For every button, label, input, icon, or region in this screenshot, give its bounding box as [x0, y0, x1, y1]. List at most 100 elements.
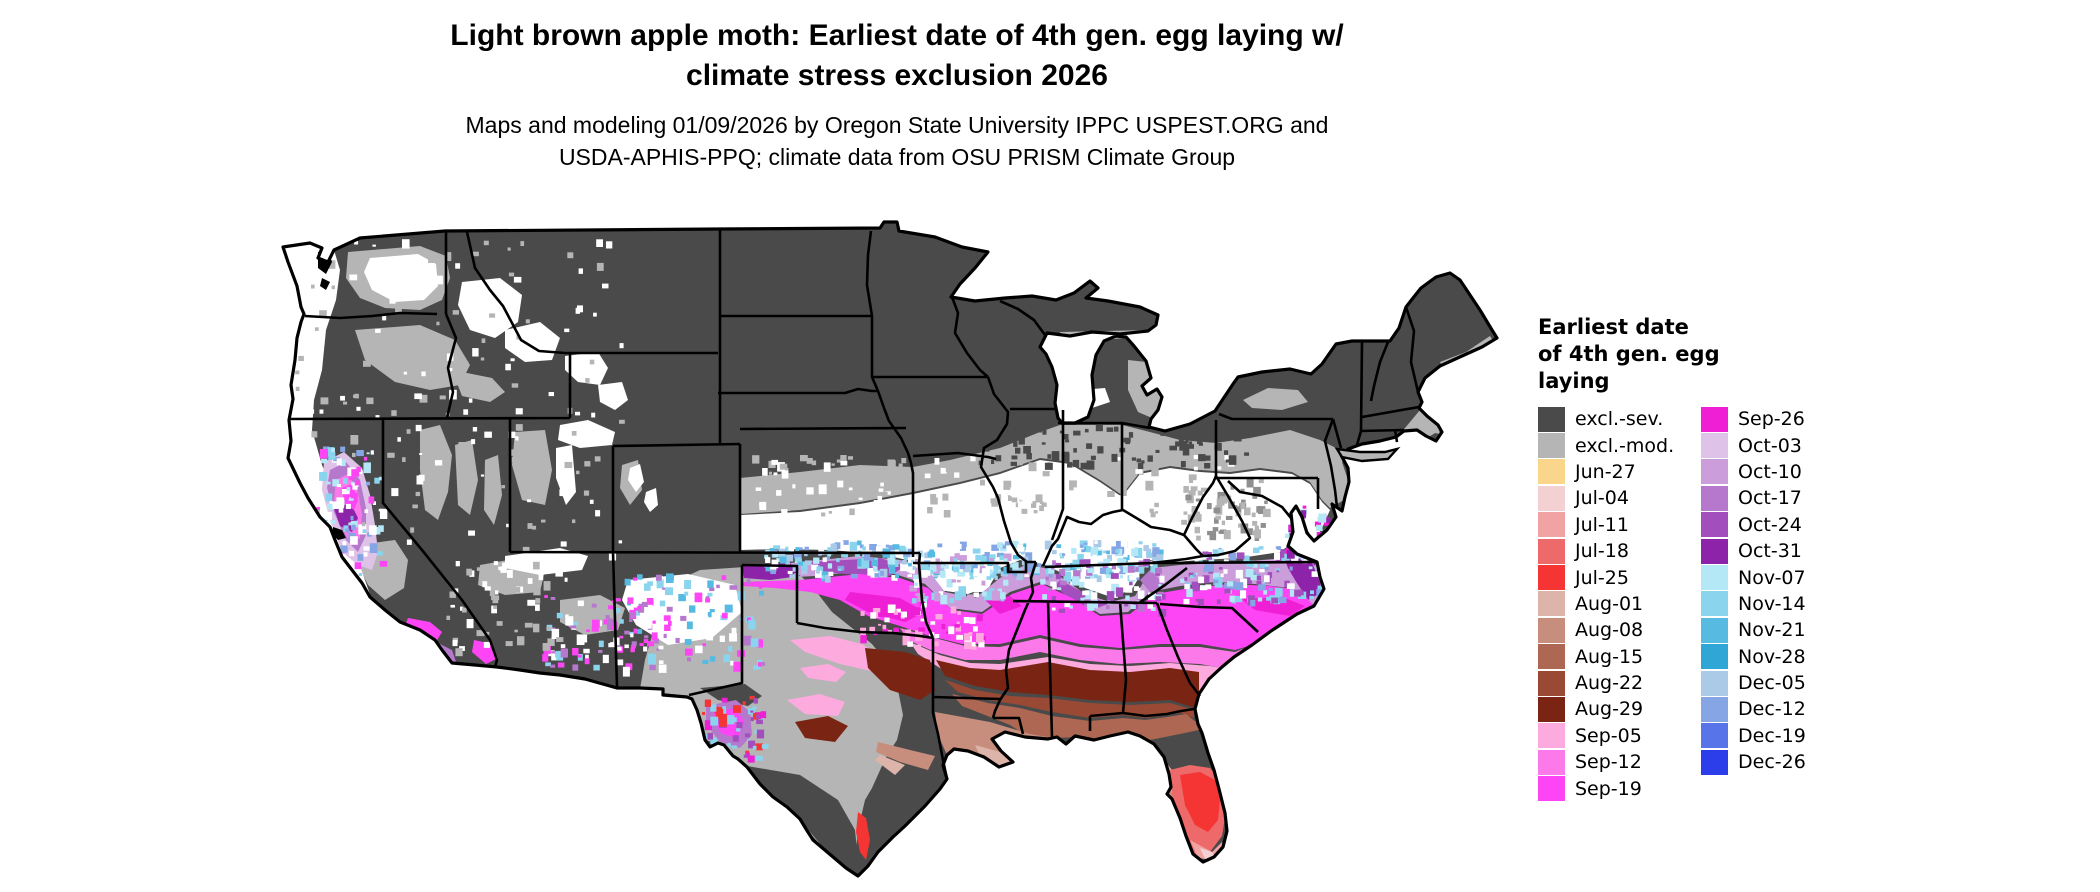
legend-swatch-nov14 — [1701, 591, 1728, 617]
legend-row-aug22: Aug-22 — [1538, 670, 1674, 696]
legend-row-aug15: Aug-15 — [1538, 644, 1674, 670]
legend-title-line3: laying — [1538, 369, 1610, 393]
legend-label-aug08: Aug-08 — [1575, 619, 1644, 642]
legend-row-nov21: Nov-21 — [1701, 617, 1806, 643]
legend-label-sep05: Sep-05 — [1575, 724, 1642, 747]
legend-column-2: Sep-26 Oct-03 Oct-10 Oct-17 Oct-24 Oct-31 Nov-… — [1701, 406, 1806, 775]
legend-swatch-aug22 — [1538, 670, 1565, 696]
map-subtitle: Maps and modeling 01/09/2026 by Oregon S… — [0, 109, 1794, 173]
legend-label-exclMod: excl.-mod. — [1575, 434, 1675, 457]
legend-swatch-oct10 — [1701, 459, 1728, 485]
legend-label-jul11: Jul-11 — [1575, 513, 1629, 536]
long-island — [1334, 446, 1401, 463]
legend-label-nov07: Nov-07 — [1738, 566, 1806, 589]
legend-label-aug01: Aug-01 — [1575, 592, 1644, 615]
legend-row-jul11: Jul-11 — [1538, 512, 1674, 538]
legend-row-nov07: Nov-07 — [1701, 564, 1806, 591]
legend-row-oct03: Oct-03 — [1701, 432, 1806, 459]
state-borders — [288, 229, 1420, 780]
legend-swatch-oct17 — [1701, 485, 1728, 511]
legend-row-aug01: Aug-01 — [1538, 591, 1674, 617]
legend-row-nov28: Nov-28 — [1701, 644, 1806, 670]
legend-row-jul18: Jul-18 — [1538, 538, 1674, 564]
legend-row-exclMod: excl.-mod. — [1538, 432, 1675, 459]
conus-outline — [281, 220, 1499, 878]
map-region-september-late — [742, 574, 1314, 650]
legend-label-dec26: Dec-26 — [1738, 751, 1806, 774]
legend-label-oct10: Oct-10 — [1738, 460, 1802, 483]
legend-label-jul18: Jul-18 — [1575, 540, 1629, 563]
legend-row-oct31: Oct-31 — [1701, 538, 1806, 564]
legend-swatch-jun27 — [1538, 459, 1565, 485]
map-title-line1: Light brown apple moth: Earliest date of… — [450, 19, 1344, 52]
legend-label-sep26: Sep-26 — [1738, 408, 1805, 431]
legend-label-dec12: Dec-12 — [1738, 698, 1806, 721]
legend-label-nov14: Nov-14 — [1738, 592, 1806, 615]
legend-label-oct31: Oct-31 — [1738, 540, 1802, 563]
legend-row-dec12: Dec-12 — [1701, 696, 1806, 722]
legend-label-aug22: Aug-22 — [1575, 672, 1644, 695]
legend-swatch-aug15 — [1538, 644, 1565, 670]
legend-row-sep19: Sep-19 — [1538, 775, 1674, 802]
legend-swatch-sep19 — [1538, 776, 1565, 802]
legend-title: Earliest date of 4th gen. egg laying — [1538, 314, 1958, 395]
legend-title-line1: Earliest date — [1538, 315, 1689, 339]
legend-swatch-sep26 — [1701, 406, 1728, 432]
legend-swatch-nov28 — [1701, 644, 1728, 670]
legend-row-oct10: Oct-10 — [1701, 459, 1806, 485]
legend-label-sep19: Sep-19 — [1575, 777, 1642, 800]
map-subtitle-line2: USDA-APHIS-PPQ; climate data from OSU PR… — [558, 144, 1236, 170]
header: Light brown apple moth: Earliest date of… — [0, 16, 1794, 173]
legend-label-jul04: Jul-04 — [1575, 487, 1629, 510]
legend-label-dec05: Dec-05 — [1738, 672, 1806, 695]
legend-swatch-nov07 — [1701, 565, 1728, 591]
legend-label-aug29: Aug-29 — [1575, 698, 1644, 721]
legend-swatch-aug08 — [1538, 617, 1565, 643]
legend-swatch-exclSev — [1538, 406, 1565, 432]
legend-swatch-oct03 — [1701, 433, 1728, 459]
legend-swatch-oct31 — [1701, 538, 1728, 564]
legend-title-line2: of 4th gen. egg — [1538, 342, 1720, 366]
legend-row-sep26: Sep-26 — [1701, 406, 1806, 432]
legend-row-oct24: Oct-24 — [1701, 512, 1806, 538]
legend-swatch-sep05 — [1538, 723, 1565, 749]
legend-swatch-jul18 — [1538, 538, 1565, 564]
legend-swatch-jul11 — [1538, 512, 1565, 538]
legend-row-nov14: Nov-14 — [1701, 591, 1806, 617]
legend-swatch-sep12 — [1538, 749, 1565, 775]
legend-label-jun27: Jun-27 — [1575, 460, 1636, 483]
legend-row-jul04: Jul-04 — [1538, 485, 1674, 511]
legend-row-dec19: Dec-19 — [1701, 723, 1806, 749]
map-region-florida — [1162, 765, 1226, 876]
legend-swatch-dec05 — [1701, 670, 1728, 696]
legend-label-oct17: Oct-17 — [1738, 487, 1802, 510]
legend-columns: excl.-sev. excl.-mod. Jun-27 Jul-04 Jul-11 Ju… — [1538, 406, 1958, 816]
legend-swatch-dec12 — [1701, 696, 1728, 722]
legend-row-jul25: Jul-25 — [1538, 564, 1674, 591]
legend: Earliest date of 4th gen. egg laying exc… — [1538, 314, 1958, 816]
legend-swatch-dec26 — [1701, 749, 1728, 775]
legend-swatch-oct24 — [1701, 512, 1728, 538]
legend-swatch-nov21 — [1701, 617, 1728, 643]
legend-label-oct03: Oct-03 — [1738, 434, 1802, 457]
legend-row-jun27: Jun-27 — [1538, 459, 1674, 485]
legend-label-sep12: Sep-12 — [1575, 751, 1642, 774]
legend-swatch-jul25 — [1538, 565, 1565, 591]
legend-row-exclSev: excl.-sev. — [1538, 406, 1674, 432]
legend-row-aug08: Aug-08 — [1538, 617, 1674, 643]
puget-sound-water2 — [320, 278, 330, 290]
legend-swatch-dec19 — [1701, 723, 1728, 749]
legend-swatch-jul04 — [1538, 485, 1565, 511]
legend-label-nov28: Nov-28 — [1738, 645, 1806, 668]
map-subtitle-line1: Maps and modeling 01/09/2026 by Oregon S… — [465, 112, 1329, 138]
map-title-line2: climate stress exclusion 2026 — [686, 59, 1108, 92]
legend-row-oct17: Oct-17 — [1701, 485, 1806, 511]
legend-row-sep12: Sep-12 — [1538, 749, 1674, 775]
legend-row-dec26: Dec-26 — [1701, 749, 1806, 775]
map-region-white — [283, 243, 1330, 645]
legend-label-aug15: Aug-15 — [1575, 645, 1644, 668]
legend-row-sep05: Sep-05 — [1538, 723, 1674, 749]
